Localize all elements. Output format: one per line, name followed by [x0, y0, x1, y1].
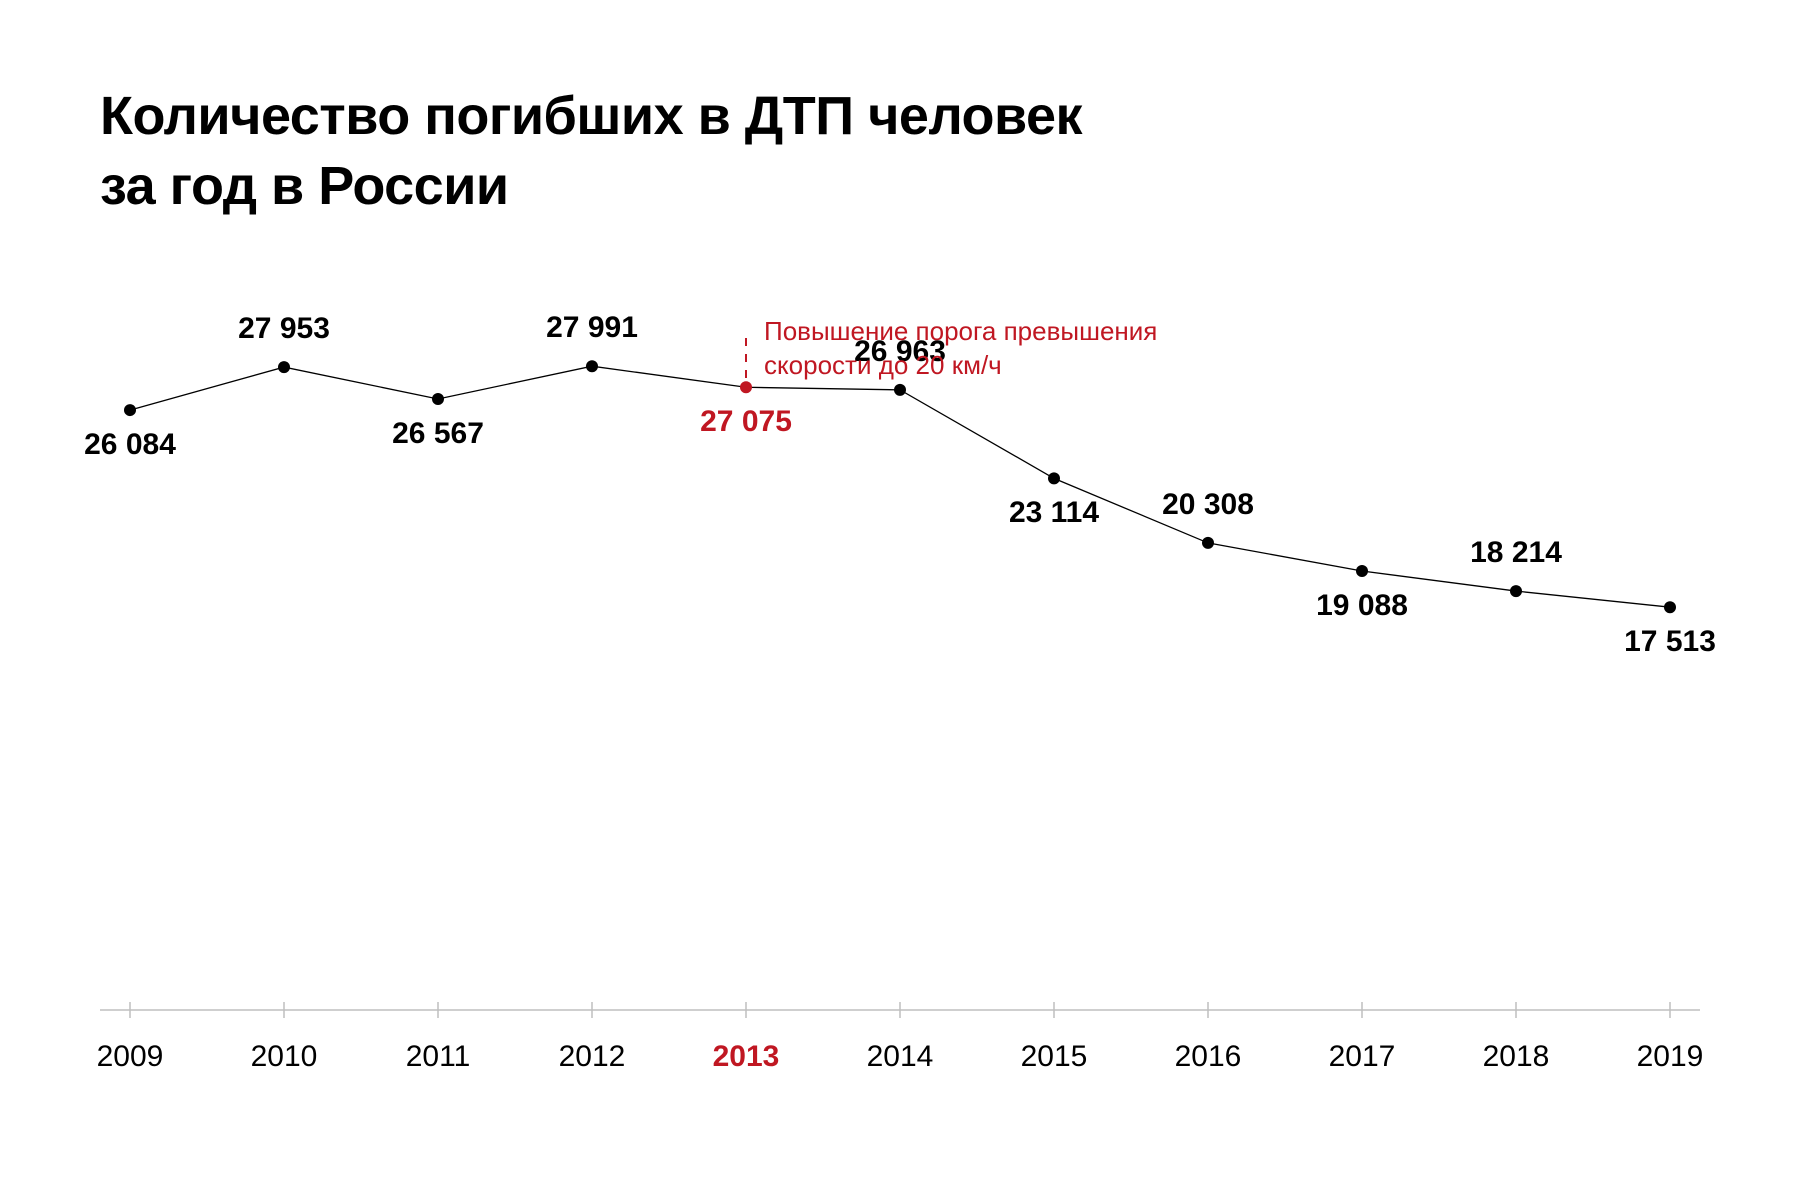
x-axis-label: 2018 [1483, 1040, 1550, 1074]
data-point-label: 18 214 [1470, 536, 1562, 570]
x-axis-label: 2019 [1637, 1040, 1704, 1074]
data-point-label: 26 084 [84, 428, 176, 462]
x-axis-label: 2016 [1175, 1040, 1242, 1074]
x-axis-label: 2009 [97, 1040, 164, 1074]
data-point-label: 19 088 [1316, 589, 1408, 623]
data-point-label: 17 513 [1624, 625, 1716, 659]
data-point-label: 27 991 [546, 311, 638, 345]
chart-title-line1: Количество погибших в ДТП человек [100, 85, 1082, 147]
data-point-label: 20 308 [1162, 488, 1254, 522]
data-point-label: 27 953 [238, 312, 330, 346]
x-axis-label: 2011 [406, 1040, 471, 1074]
x-axis-label: 2013 [713, 1040, 780, 1074]
x-axis-label: 2014 [867, 1040, 934, 1074]
data-point-label: 27 075 [700, 405, 792, 439]
chart-title-line2: за год в России [100, 155, 509, 217]
line-chart: 2009201020112012201320142015201620172018… [100, 320, 1700, 1060]
chart-svg [100, 320, 1700, 1060]
data-point-label: 26 567 [392, 417, 484, 451]
x-axis-label: 2010 [251, 1040, 318, 1074]
data-point-label: 23 114 [1009, 496, 1099, 530]
annotation-text: Повышение порога превышения скорости до … [764, 315, 1224, 383]
x-axis-label: 2015 [1021, 1040, 1088, 1074]
x-axis-label: 2017 [1329, 1040, 1396, 1074]
x-axis-label: 2012 [559, 1040, 626, 1074]
